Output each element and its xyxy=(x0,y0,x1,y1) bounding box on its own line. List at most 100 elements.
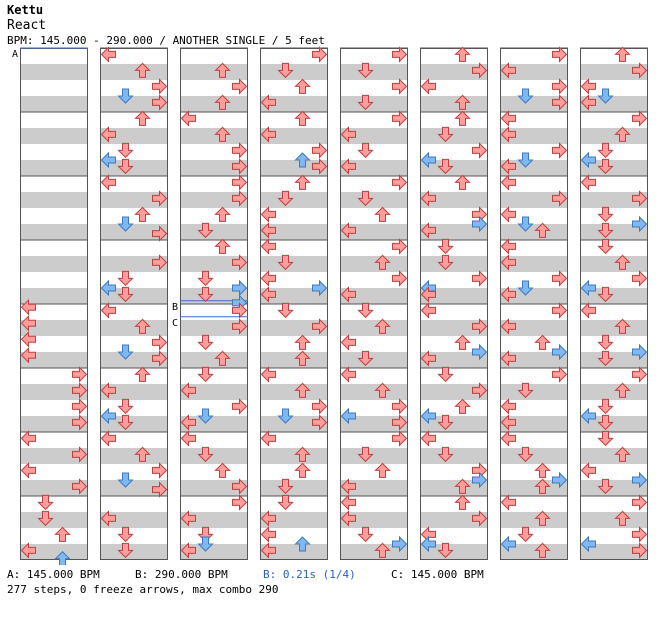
up-arrow-icon xyxy=(214,126,231,142)
right-arrow-icon xyxy=(232,318,248,335)
artist-name: Kettu xyxy=(7,3,44,17)
down-arrow-icon xyxy=(197,408,214,424)
beat-band xyxy=(420,480,488,496)
beat-band xyxy=(260,288,328,304)
up-arrow-icon xyxy=(454,334,471,350)
beat-band xyxy=(420,544,488,560)
down-arrow-icon xyxy=(357,350,374,367)
up-arrow-icon xyxy=(134,318,151,334)
left-arrow-icon xyxy=(260,526,276,543)
right-arrow-icon xyxy=(632,270,648,287)
beat-band xyxy=(580,160,648,176)
down-arrow-icon xyxy=(117,158,134,175)
left-arrow-icon xyxy=(580,302,596,319)
left-arrow-icon xyxy=(20,346,36,364)
down-arrow-icon xyxy=(437,542,454,559)
beat-band xyxy=(180,544,248,560)
right-arrow-icon xyxy=(312,158,328,175)
beat-band xyxy=(420,320,488,336)
down-arrow-icon xyxy=(517,446,534,463)
beat-band xyxy=(340,448,408,464)
beat-band xyxy=(500,192,568,208)
right-arrow-icon xyxy=(72,414,88,431)
left-arrow-icon xyxy=(260,238,276,255)
right-arrow-icon xyxy=(312,398,328,415)
left-arrow-icon xyxy=(340,222,356,239)
left-arrow-icon xyxy=(500,254,516,271)
chart-column-border xyxy=(180,48,248,560)
beat-band xyxy=(420,352,488,368)
beat-band xyxy=(180,384,248,400)
left-arrow-icon xyxy=(420,350,436,367)
left-arrow-icon xyxy=(340,510,356,527)
left-arrow-icon xyxy=(20,462,36,479)
beat-band xyxy=(180,352,248,368)
marker-label: C xyxy=(172,318,178,329)
down-arrow-icon xyxy=(117,526,134,543)
left-arrow-icon xyxy=(20,430,36,447)
up-arrow-icon xyxy=(214,94,231,110)
up-arrow-icon xyxy=(374,382,391,398)
left-arrow-icon xyxy=(180,414,196,431)
left-arrow-icon xyxy=(500,398,516,415)
left-arrow-icon xyxy=(420,190,436,207)
down-arrow-icon xyxy=(597,286,614,303)
beat-band xyxy=(260,384,328,400)
up-arrow-icon xyxy=(134,366,151,382)
beat-band xyxy=(180,128,248,144)
beat-band xyxy=(340,64,408,80)
beat-band xyxy=(500,416,568,432)
right-arrow-icon xyxy=(152,190,168,207)
right-arrow-icon xyxy=(72,446,88,463)
right-arrow-icon xyxy=(152,94,168,111)
song-title: React xyxy=(7,18,47,33)
down-arrow-icon xyxy=(597,414,614,431)
beat-band xyxy=(420,448,488,464)
left-arrow-icon xyxy=(20,330,36,348)
chart-column-border xyxy=(580,48,648,560)
bpm-c-label: C: 145.000 BPM xyxy=(391,568,484,581)
down-arrow-icon xyxy=(357,302,374,319)
beat-band xyxy=(100,416,168,432)
beat-band xyxy=(500,320,568,336)
beat-band xyxy=(500,256,568,272)
up-arrow-icon xyxy=(614,446,631,462)
left-arrow-icon xyxy=(500,110,516,127)
down-arrow-icon xyxy=(437,126,454,143)
up-arrow-icon xyxy=(294,152,311,168)
right-arrow-icon xyxy=(152,78,168,95)
down-arrow-icon xyxy=(197,366,214,383)
right-arrow-icon xyxy=(392,270,408,287)
left-arrow-icon xyxy=(500,238,516,255)
beat-band xyxy=(500,480,568,496)
up-arrow-icon xyxy=(54,526,71,542)
beat-band xyxy=(180,480,248,496)
left-arrow-icon xyxy=(180,382,196,399)
beat-band xyxy=(580,192,648,208)
left-arrow-icon xyxy=(100,279,116,297)
beat-band xyxy=(260,352,328,368)
down-arrow-icon xyxy=(597,430,614,447)
right-arrow-icon xyxy=(392,78,408,95)
beat-band xyxy=(20,256,88,272)
beat-band xyxy=(100,160,168,176)
beat-band xyxy=(20,64,88,80)
right-arrow-icon xyxy=(232,302,248,319)
step-summary: 277 steps, 0 freeze arrows, max combo 29… xyxy=(7,583,279,596)
beat-band xyxy=(500,224,568,240)
right-arrow-icon xyxy=(232,478,248,495)
down-arrow-icon xyxy=(517,88,534,104)
beat-band xyxy=(580,416,648,432)
right-arrow-icon xyxy=(552,46,568,63)
up-arrow-icon xyxy=(214,350,231,366)
right-arrow-icon xyxy=(392,535,408,553)
right-arrow-icon xyxy=(552,142,568,159)
up-arrow-icon xyxy=(214,462,231,478)
left-arrow-icon xyxy=(340,478,356,495)
up-arrow-icon xyxy=(214,238,231,254)
right-arrow-icon xyxy=(232,78,248,95)
beat-band xyxy=(20,512,88,528)
right-arrow-icon xyxy=(552,302,568,319)
right-arrow-icon xyxy=(312,279,328,297)
down-arrow-icon xyxy=(517,152,534,168)
